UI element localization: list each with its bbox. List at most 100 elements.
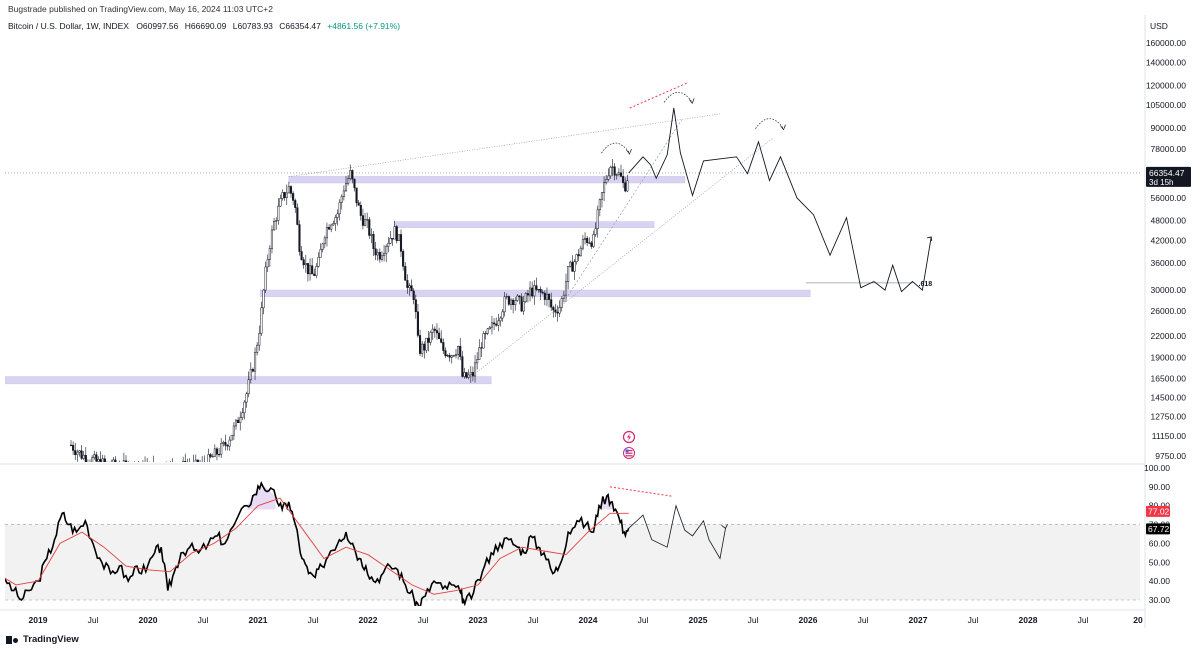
candle <box>69 440 73 447</box>
ohlc-high: H66690.09 <box>184 21 227 31</box>
candle <box>528 281 532 302</box>
candle-body <box>95 454 98 462</box>
candle-body <box>266 259 269 268</box>
last-price-value: 66354.47 <box>1149 168 1185 178</box>
candle <box>359 201 362 221</box>
candle <box>404 262 407 281</box>
candle <box>385 244 388 263</box>
price-pane: .618 <box>5 82 1140 478</box>
candle-body <box>174 464 176 469</box>
candle <box>82 450 85 460</box>
candle-body <box>541 291 544 294</box>
candle <box>87 459 89 462</box>
candle <box>298 220 301 256</box>
price-axis-tick: 30000.00 <box>1151 285 1187 295</box>
candle <box>444 347 447 359</box>
candle <box>583 232 587 245</box>
candle-body <box>241 412 244 418</box>
rsi-axis-tick: 60.00 <box>1149 538 1171 548</box>
candle-body <box>473 362 477 377</box>
time-axis-tick: Jul <box>308 615 319 625</box>
symbol-title[interactable]: Bitcoin / U.S. Dollar, 1W, INDEX <box>8 21 129 31</box>
candle <box>264 261 267 294</box>
candle <box>600 192 604 208</box>
candle <box>203 455 205 462</box>
candle <box>304 255 307 273</box>
candle-body <box>423 343 426 351</box>
candle-body <box>617 172 620 175</box>
candle-body <box>273 221 276 231</box>
candle <box>571 255 574 272</box>
candle-body <box>334 217 337 224</box>
candle <box>234 419 238 430</box>
time-axis-tick: 2028 <box>1019 615 1038 625</box>
candle <box>344 176 348 192</box>
candle <box>611 159 614 177</box>
candle <box>524 291 527 304</box>
candle <box>603 176 606 201</box>
candle-body <box>442 342 445 351</box>
candle <box>480 342 483 358</box>
candle <box>493 318 496 331</box>
candle-body <box>228 439 231 447</box>
candle-body <box>76 451 79 455</box>
candle-body <box>418 335 422 354</box>
candle-body <box>313 273 316 276</box>
candle-body <box>524 293 527 302</box>
candle <box>499 316 502 327</box>
candle-body <box>119 467 121 470</box>
candle <box>569 260 572 268</box>
candle <box>368 216 371 239</box>
candle-body <box>609 167 612 177</box>
candle-body <box>237 419 240 423</box>
ohlc-change: +4861.56 (+7.91%) <box>327 21 401 31</box>
candle <box>78 450 81 457</box>
candle <box>592 230 595 249</box>
candle <box>391 238 394 246</box>
candle-body <box>355 187 358 204</box>
candle <box>317 252 320 268</box>
candle <box>138 460 139 462</box>
time-axis-tick: 2021 <box>249 615 268 625</box>
candle <box>442 338 445 354</box>
candle <box>151 463 153 478</box>
rsi-projection-path <box>628 504 726 560</box>
candle <box>425 337 428 354</box>
candle-body <box>412 290 415 300</box>
candle <box>520 293 523 313</box>
candle-body <box>490 322 494 328</box>
price-axis-tick: 22000.00 <box>1151 331 1187 341</box>
candle-body <box>448 355 451 358</box>
tradingview-logo[interactable]: TradingView <box>6 634 79 645</box>
candle-body <box>590 242 593 247</box>
candle <box>114 456 117 462</box>
candle <box>488 325 491 330</box>
candle-body <box>376 252 379 256</box>
candle-body <box>368 219 371 236</box>
candle <box>207 448 210 462</box>
candle <box>124 455 128 462</box>
time-axis-tick: 2022 <box>359 615 378 625</box>
candle-body <box>603 182 606 193</box>
candle <box>463 367 466 379</box>
candle-body <box>239 417 242 423</box>
rsi-axis-tick: 30.00 <box>1149 595 1171 605</box>
candle <box>526 289 529 303</box>
price-axis-tick: 56000.00 <box>1151 193 1187 203</box>
candle <box>397 234 400 242</box>
candle-body <box>550 299 553 308</box>
candle <box>287 181 290 194</box>
ohlc-values: O60997.56 H66690.09 L60783.93 C66354.47 … <box>136 21 404 31</box>
candle-body <box>598 199 601 211</box>
currency-label[interactable]: USD <box>1150 21 1168 31</box>
candle <box>201 456 203 462</box>
candle <box>448 352 451 362</box>
candle <box>431 324 434 340</box>
candle <box>421 341 424 358</box>
ohlc-open: O60997.56 <box>136 21 179 31</box>
candle-body <box>336 213 339 218</box>
time-axis-tick: Jul <box>88 615 99 625</box>
candle-body <box>256 344 259 353</box>
candle-body <box>562 294 565 299</box>
